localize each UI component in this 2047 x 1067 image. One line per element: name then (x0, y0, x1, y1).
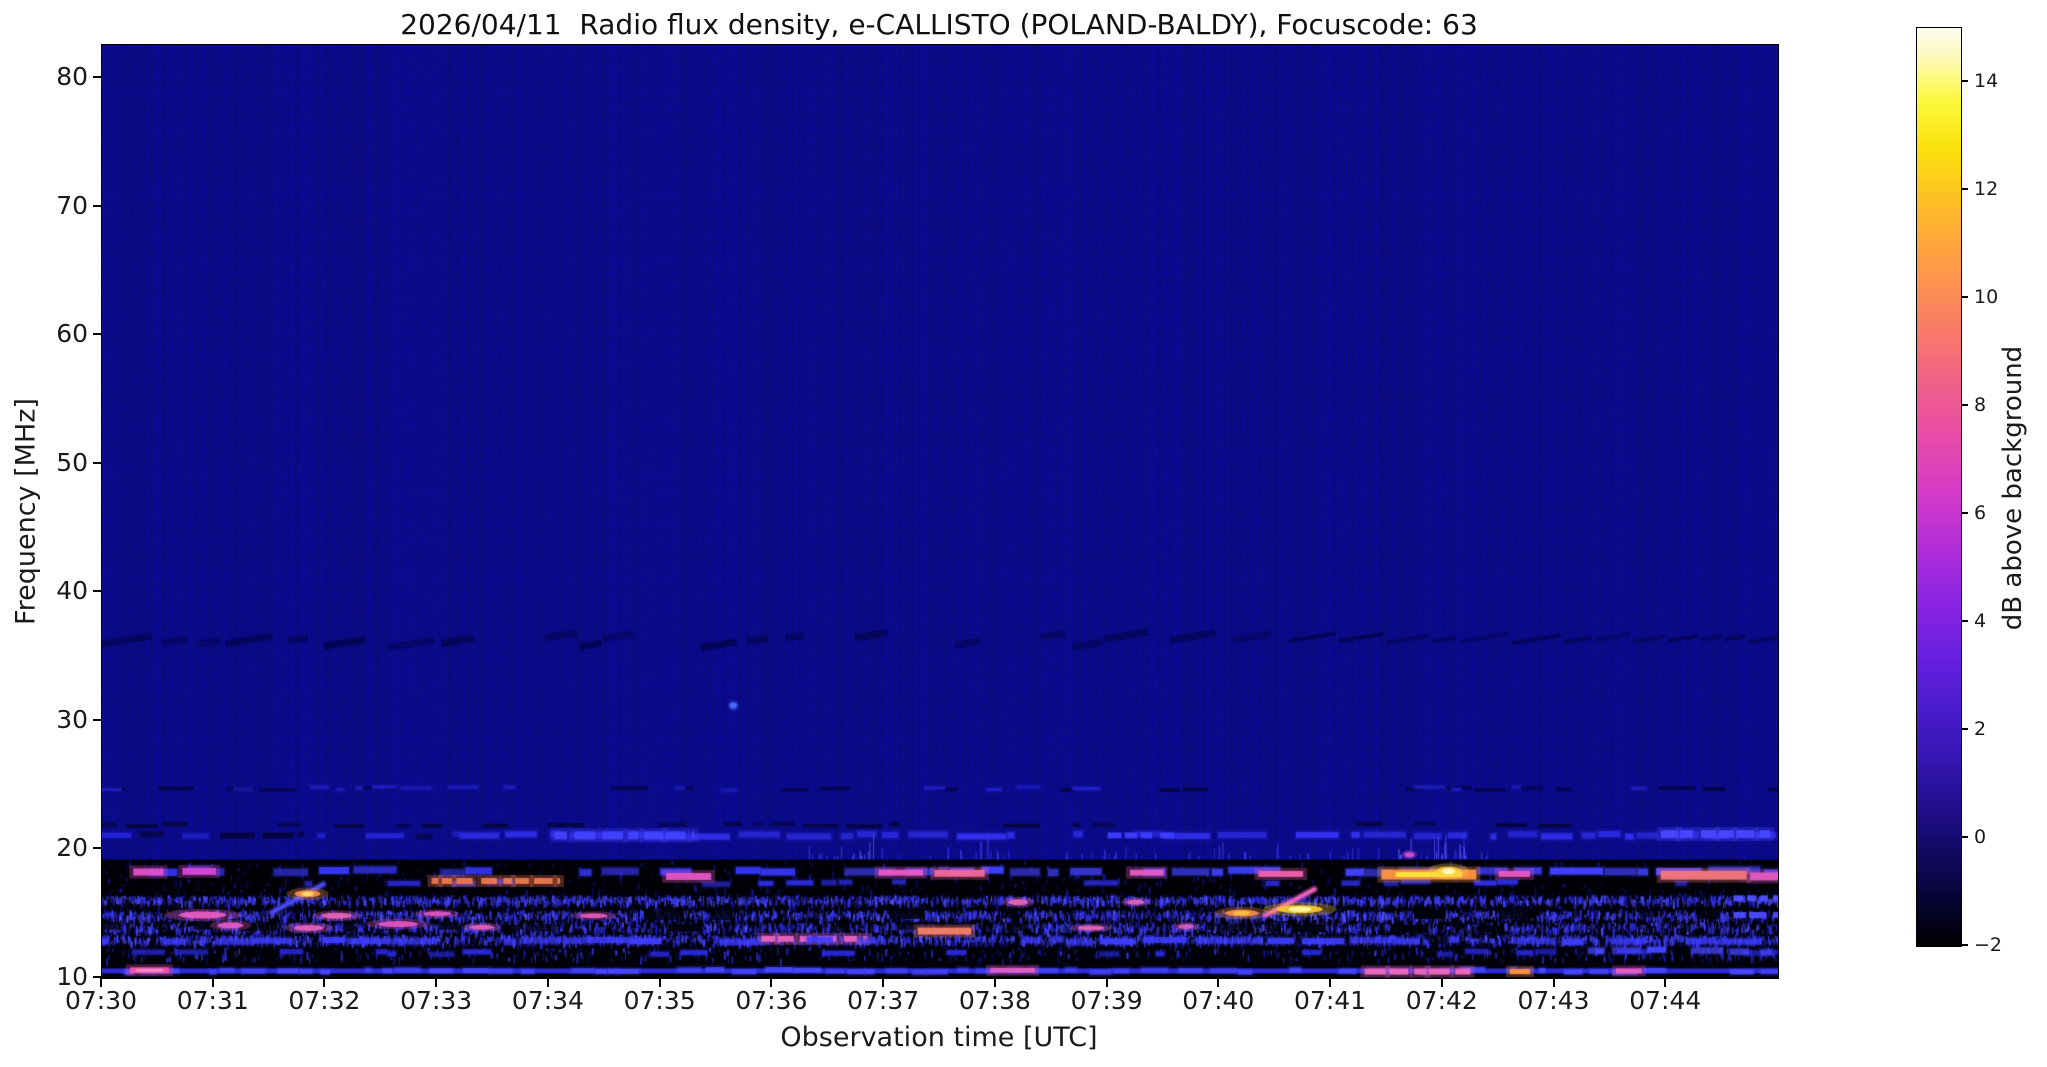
x-tick-label: 07:30 (64, 986, 138, 1015)
x-tick-label: 07:37 (847, 986, 920, 1015)
colorbar-tick-mark (1961, 620, 1968, 622)
colorbar-tick-label: 0 (1974, 826, 1987, 848)
colorbar-tick-mark (1961, 296, 1968, 298)
x-tick-mark (1329, 978, 1332, 987)
y-tick-mark (93, 847, 101, 850)
x-tick-label: 07:42 (1405, 986, 1478, 1015)
colorbar-tick-label: 2 (1974, 718, 1987, 740)
y-tick-label: 10 (56, 962, 88, 991)
y-tick-mark (93, 461, 101, 464)
y-tick-label: 80 (56, 62, 88, 92)
chart-title: 2026/04/11 Radio flux density, e-CALLIST… (400, 8, 1478, 41)
x-tick-label: 07:31 (176, 986, 249, 1015)
colorbar-tick-label: 6 (1974, 502, 1987, 524)
x-tick-label: 07:36 (735, 986, 808, 1015)
y-tick-mark (93, 204, 101, 207)
x-tick-mark (1664, 978, 1667, 987)
y-tick-label: 20 (56, 833, 88, 863)
x-tick-label: 07:44 (1629, 986, 1702, 1015)
colorbar (1916, 27, 1962, 947)
x-tick-mark (435, 978, 438, 987)
colorbar-tick-mark (1961, 512, 1968, 514)
y-tick-label: 30 (56, 704, 88, 734)
spectrogram-heatmap (101, 44, 1779, 979)
x-tick-mark (993, 978, 996, 987)
x-tick-label: 07:34 (511, 986, 584, 1015)
y-tick-mark (93, 976, 101, 978)
colorbar-tick-mark (1961, 404, 1968, 406)
x-tick-label: 07:32 (288, 986, 361, 1015)
colorbar-tick-label: 10 (1974, 286, 1999, 308)
colorbar-tick-mark (1961, 836, 1968, 838)
colorbar-tick-mark (1961, 188, 1968, 190)
colorbar-tick-label: 12 (1974, 178, 1999, 200)
x-tick-label: 07:40 (1182, 986, 1255, 1015)
x-tick-mark (1552, 978, 1555, 987)
x-tick-mark (1105, 978, 1108, 987)
x-axis-label: Observation time [UTC] (780, 1022, 1098, 1053)
colorbar-tick-label: −2 (1974, 934, 2003, 956)
y-tick-mark (93, 333, 101, 336)
colorbar-tick-label: 8 (1974, 394, 1987, 416)
colorbar-tick-mark (1961, 944, 1968, 946)
x-tick-mark (100, 978, 102, 987)
x-tick-label: 07:33 (400, 986, 473, 1015)
y-tick-label: 70 (56, 190, 88, 220)
y-axis-label: Frequency [MHz] (10, 398, 42, 625)
x-tick-label: 07:38 (958, 986, 1031, 1015)
colorbar-tick-label: 14 (1974, 70, 1999, 92)
x-tick-mark (770, 978, 773, 987)
x-tick-mark (658, 978, 661, 987)
y-tick-mark (93, 718, 101, 721)
colorbar-tick-mark (1961, 80, 1968, 82)
x-tick-label: 07:41 (1294, 986, 1367, 1015)
x-tick-mark (882, 978, 885, 987)
y-tick-mark (93, 76, 101, 79)
x-tick-mark (1217, 978, 1220, 987)
x-tick-label: 07:39 (1070, 986, 1143, 1015)
x-tick-mark (1440, 978, 1443, 987)
y-tick-mark (93, 590, 101, 593)
colorbar-tick-mark (1961, 728, 1968, 730)
x-tick-mark (211, 978, 214, 987)
x-tick-mark (546, 978, 549, 987)
colorbar-label: dB above background (1998, 345, 2028, 631)
x-tick-label: 07:43 (1517, 986, 1590, 1015)
x-tick-mark (323, 978, 326, 987)
y-tick-label: 50 (56, 447, 88, 477)
x-tick-label: 07:35 (623, 986, 696, 1015)
y-tick-label: 60 (56, 319, 88, 349)
y-tick-label: 40 (56, 576, 88, 606)
colorbar-tick-label: 4 (1974, 610, 1987, 632)
